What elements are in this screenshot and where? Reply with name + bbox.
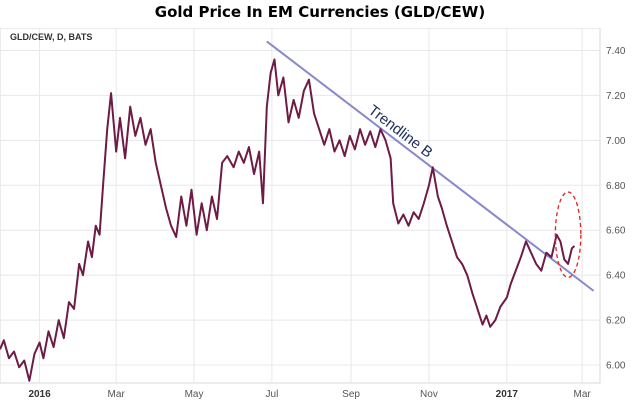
chart-area: 6.00 6.20 6.40 6.60 6.80 7.00 7.20 7.40 2016 Mar… [0,28,626,400]
symbol-label: GLD/CEW, D, BATS [10,32,92,42]
y-tick-label: 7.20 [606,91,626,102]
x-tick-label: Sep [342,389,360,400]
y-tick-label: 6.60 [606,226,626,237]
y-axis: 6.00 6.20 6.40 6.60 6.80 7.00 7.20 7.40 [606,46,626,372]
highlight-ellipse [554,191,582,279]
x-axis: 2016 Mar May Jul Sep Nov 2017 Mar [28,389,591,400]
x-tick-label: 2017 [496,389,519,400]
x-tick-label: Jul [266,389,279,400]
y-tick-label: 7.00 [606,136,626,147]
x-tick-label: May [185,389,204,400]
y-tick-label: 6.80 [606,181,626,192]
x-tick-label: Mar [108,389,126,400]
x-tick-label: 2016 [28,389,51,400]
plot-frame [0,28,601,384]
x-tick-label: Nov [420,389,438,400]
chart-title: Gold Price In EM Currencies (GLD/CEW) [154,3,486,21]
trendline [266,40,595,292]
series-line [0,58,576,382]
y-tick-label: 7.40 [606,46,626,57]
x-tick-label: Mar [574,389,592,400]
y-tick-label: 6.40 [606,271,626,282]
grid-lines [0,28,600,383]
y-tick-label: 6.00 [606,361,626,372]
y-tick-label: 6.20 [606,316,626,327]
